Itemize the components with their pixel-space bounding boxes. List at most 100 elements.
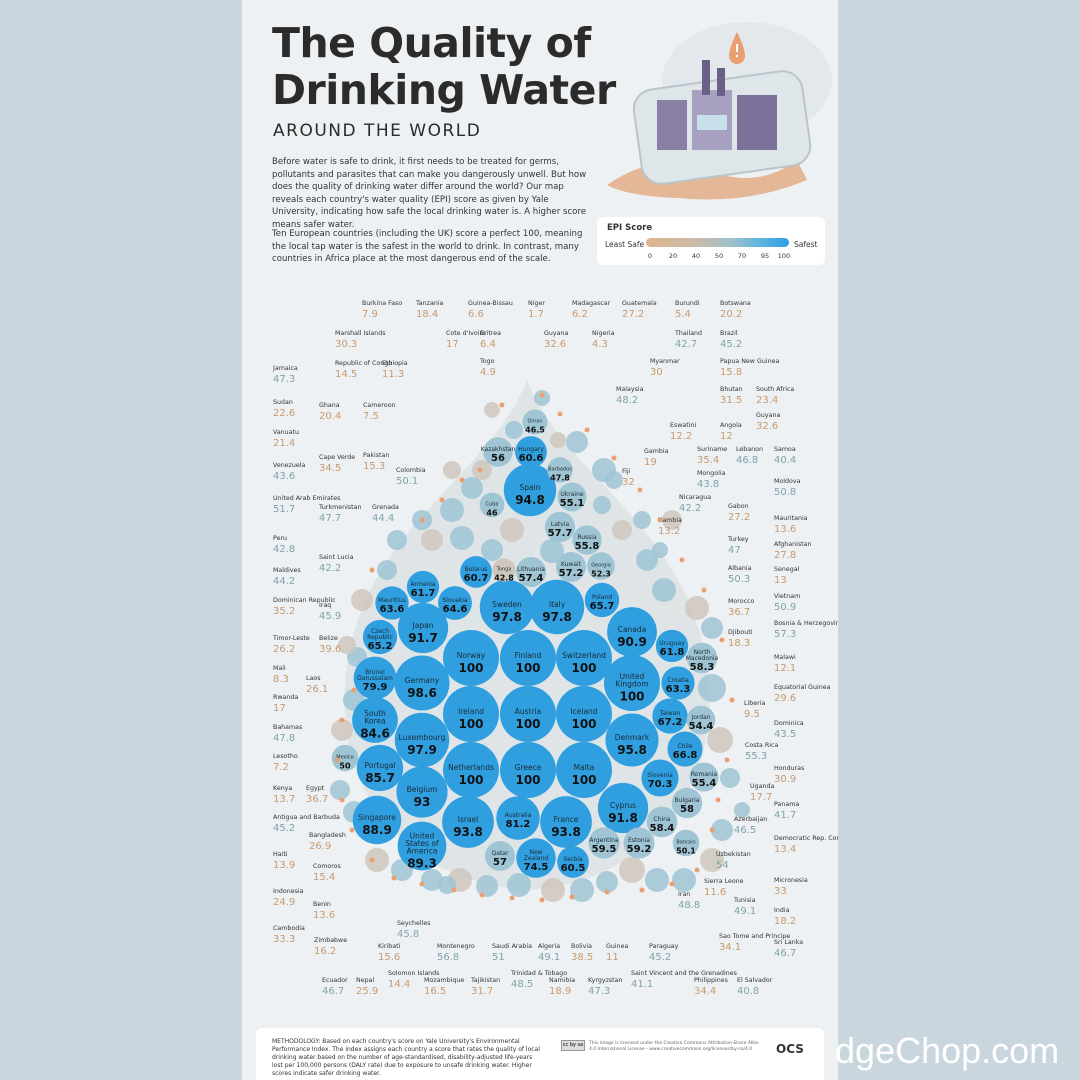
bubble-value-label: 85.7 (365, 771, 395, 785)
callout-country-name: Vietnam (774, 593, 800, 600)
country-callout: Comoros 15.4 (313, 863, 341, 883)
country-callout: Bosnia & Herzegovina 57.3 (774, 620, 838, 640)
callout-anchor-dot (451, 887, 457, 893)
callout-value: 44.2 (273, 576, 295, 587)
country-callout: Belize 39.6 (319, 635, 341, 655)
callout-country-name: Cape Verde (319, 454, 355, 461)
country-callout: Nicaragua 42.2 (679, 494, 711, 514)
country-callout: Ethiopia 11.3 (382, 360, 408, 380)
callout-anchor-dot (539, 897, 545, 903)
callout-value: 46.7 (774, 948, 796, 959)
country-bubble (492, 558, 516, 582)
callout-anchor-dot (479, 892, 485, 898)
callout-country-name: Jamaica (272, 365, 298, 372)
callout-value: 46.7 (322, 986, 344, 997)
callout-country-name: Bhutan (720, 386, 743, 393)
bubble-country-label: Barbados (548, 467, 572, 473)
bubble-country-label: Cuba (486, 502, 499, 508)
bubble-country-label: Switzerland (562, 651, 606, 660)
bubble-country-label: Portugal (364, 761, 395, 770)
callout-country-name: Eswatini (670, 422, 696, 429)
callout-value: 25.9 (356, 986, 378, 997)
country-bubble (686, 642, 718, 674)
callout-value: 14.4 (388, 979, 410, 990)
country-bubble (394, 712, 450, 768)
callout-value: 36.7 (728, 607, 750, 618)
callout-country-name: Moldova (774, 478, 801, 485)
callout-country-name: Montenegro (437, 943, 475, 950)
filler-bubble (550, 432, 566, 448)
bubble-value-label: 98.6 (407, 686, 437, 700)
country-callout: Cape Verde 34.5 (319, 454, 355, 474)
filler-bubble (540, 539, 564, 563)
country-bubble (588, 827, 620, 859)
bubble-value-label: 58.3 (690, 662, 715, 673)
country-callout: United Arab Emirates 51.7 (273, 495, 340, 515)
country-bubble (516, 838, 556, 878)
filler-bubble (443, 461, 461, 479)
bubble-value-label: 60.6 (519, 453, 544, 464)
country-bubble (604, 655, 660, 711)
callout-country-name: Republic of Congo (335, 360, 392, 367)
country-callout: Antigua and Barbuda 45.2 (273, 814, 340, 834)
bubble-country-label: America (407, 846, 438, 855)
filler-bubble (481, 539, 503, 561)
callout-anchor-dot (351, 687, 357, 693)
callout-country-name: Pakistan (363, 452, 389, 459)
country-bubble (557, 846, 589, 878)
filler-bubble (440, 498, 464, 522)
filler-bubble (645, 868, 669, 892)
country-bubble (667, 731, 703, 767)
callout-country-name: El Salvador (737, 977, 773, 984)
callout-anchor-dot (419, 881, 425, 887)
country-bubble (500, 742, 556, 798)
country-callout: Saint Lucia 42.2 (319, 554, 354, 574)
country-bubble (443, 686, 499, 742)
bubble-value-label: 57 (493, 857, 507, 868)
callout-country-name: Nicaragua (679, 494, 711, 501)
callout-value: 13.9 (273, 860, 295, 871)
country-callout: Benin 13.6 (313, 901, 335, 921)
callout-value: 18.4 (416, 309, 438, 320)
country-callout: Grenada 44.4 (372, 504, 399, 524)
callout-value: 42.2 (679, 503, 701, 514)
callout-value: 45.8 (397, 929, 419, 940)
filler-bubble (421, 529, 443, 551)
bubble-value-label: 46.5 (525, 426, 545, 435)
country-callout: Mozambique 16.5 (424, 977, 464, 997)
bubble-country-label: Mauritius (378, 597, 406, 604)
country-callout: El Salvador 40.8 (737, 977, 773, 997)
license-text: This image is licensed under the Creativ… (589, 1041, 759, 1052)
bubble-value-label: 63.6 (380, 604, 405, 615)
callout-value: 50.9 (774, 602, 796, 613)
country-callout: Cambodia 33.3 (273, 925, 305, 945)
filler-bubble (330, 780, 350, 800)
country-callout: Saint Vincent and the Grenadines 41.1 (631, 970, 737, 990)
country-bubble (646, 806, 678, 838)
country-callout: Guyana 32.6 (756, 412, 780, 432)
bubble-value-label: 54.4 (689, 721, 714, 732)
callout-country-name: Vanuatu (273, 429, 299, 436)
callout-value: 12.2 (670, 431, 692, 442)
callout-value: 32 (622, 477, 635, 488)
country-callout: Bahamas 47.8 (273, 724, 302, 744)
callout-value: 27.8 (774, 550, 796, 561)
bubble-country-label: Kuwait (561, 561, 582, 568)
callout-country-name: Uganda (750, 783, 774, 790)
callout-value: 48.2 (616, 395, 638, 406)
country-callout: Rwanda 17 (273, 694, 298, 714)
country-callout: Mauritania 13.6 (774, 515, 808, 535)
callout-anchor-dot (349, 827, 355, 833)
country-callout: Marshall Islands 30.3 (335, 330, 386, 350)
country-callout: Republic of Congo 14.5 (335, 360, 392, 380)
bubble-country-label: Korea (364, 717, 385, 726)
callout-country-name: Algeria (538, 943, 560, 950)
bubble-value-label: 55.1 (560, 498, 585, 509)
bubble-country-label: Sweden (492, 600, 522, 609)
infographic-poster: The Quality of Drinking Water AROUND THE… (242, 0, 838, 1080)
callout-country-name: Mauritania (774, 515, 808, 522)
filler-bubble (652, 578, 676, 602)
callout-value: 4.3 (592, 339, 608, 350)
country-bubble (331, 744, 359, 772)
country-bubble (607, 607, 657, 657)
